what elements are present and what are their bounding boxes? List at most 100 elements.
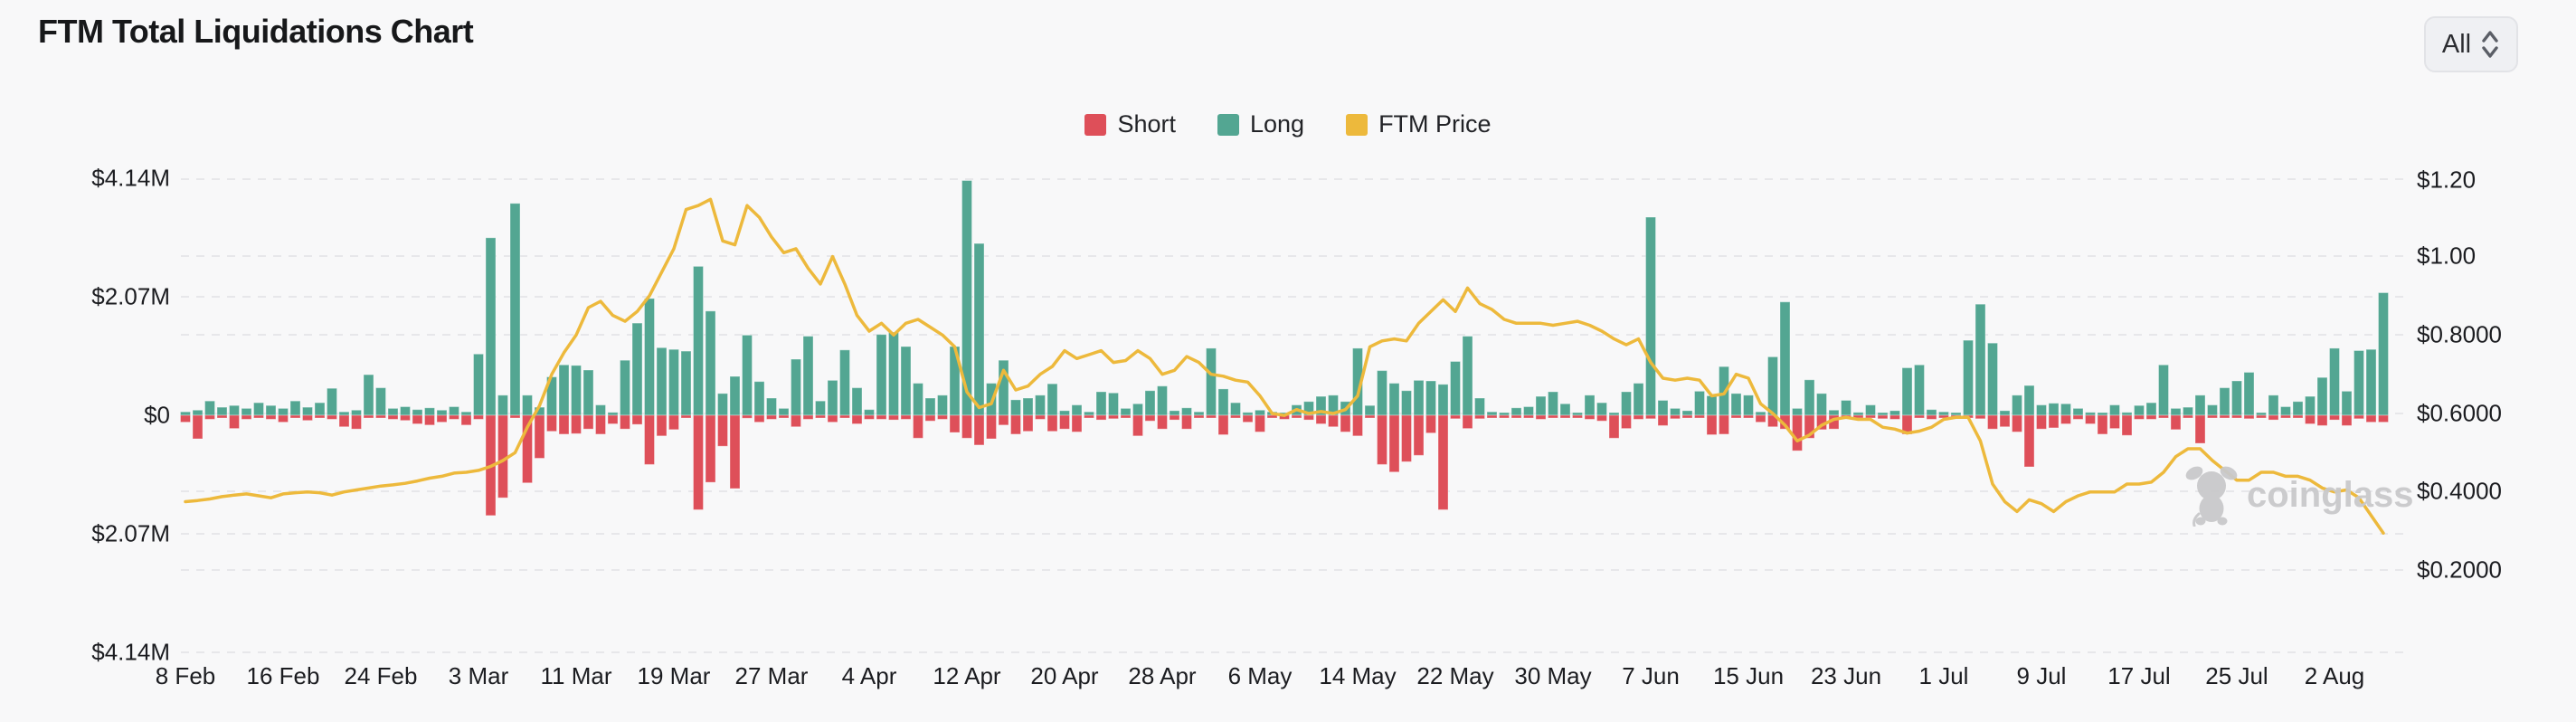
long-bar[interactable] bbox=[387, 407, 399, 416]
short-bar[interactable] bbox=[668, 414, 679, 431]
long-bar[interactable] bbox=[753, 381, 765, 416]
long-bar[interactable] bbox=[1169, 410, 1180, 416]
long-bar[interactable] bbox=[1584, 394, 1596, 416]
long-bar[interactable] bbox=[1401, 390, 1412, 416]
long-bar[interactable] bbox=[192, 409, 204, 416]
long-bar[interactable] bbox=[1645, 216, 1656, 416]
short-bar[interactable] bbox=[693, 414, 704, 510]
short-bar[interactable] bbox=[1095, 414, 1107, 421]
long-bar[interactable] bbox=[2170, 407, 2182, 416]
long-bar[interactable] bbox=[1681, 410, 1693, 416]
short-bar[interactable] bbox=[1548, 414, 1558, 419]
short-bar[interactable] bbox=[815, 414, 826, 419]
short-bar[interactable] bbox=[1364, 414, 1376, 419]
long-bar[interactable] bbox=[1841, 400, 1852, 416]
short-bar[interactable] bbox=[558, 414, 570, 435]
long-bar[interactable] bbox=[1596, 402, 1607, 416]
long-bar[interactable] bbox=[289, 400, 301, 416]
short-bar[interactable] bbox=[1255, 414, 1265, 432]
long-bar[interactable] bbox=[656, 347, 668, 416]
short-bar[interactable] bbox=[900, 414, 912, 420]
long-bar[interactable] bbox=[1388, 383, 1400, 416]
short-bar[interactable] bbox=[2280, 414, 2291, 419]
short-bar[interactable] bbox=[913, 414, 923, 439]
short-bar[interactable] bbox=[1230, 414, 1241, 419]
long-bar[interactable] bbox=[1144, 390, 1156, 416]
long-bar[interactable] bbox=[1816, 393, 1827, 416]
short-bar[interactable] bbox=[1108, 414, 1119, 420]
long-bar[interactable] bbox=[1804, 379, 1815, 416]
long-bar[interactable] bbox=[1987, 342, 1998, 416]
long-bar[interactable] bbox=[876, 334, 887, 416]
long-bar[interactable] bbox=[509, 203, 521, 416]
long-bar[interactable] bbox=[1963, 339, 1974, 416]
short-bar[interactable] bbox=[1523, 414, 1534, 419]
long-bar[interactable] bbox=[2072, 407, 2084, 416]
short-bar[interactable] bbox=[363, 414, 374, 419]
long-bar[interactable] bbox=[1193, 411, 1205, 416]
short-bar[interactable] bbox=[1559, 414, 1571, 419]
short-bar[interactable] bbox=[864, 414, 875, 420]
long-bar[interactable] bbox=[1901, 367, 1913, 416]
long-bar[interactable] bbox=[2341, 390, 2353, 416]
long-bar[interactable] bbox=[1926, 409, 1937, 416]
long-bar[interactable] bbox=[1975, 303, 1986, 416]
short-bar[interactable] bbox=[1377, 414, 1387, 465]
long-bar[interactable] bbox=[2329, 347, 2340, 416]
long-bar[interactable] bbox=[839, 349, 850, 416]
short-bar[interactable] bbox=[473, 414, 484, 420]
long-bar[interactable] bbox=[424, 407, 435, 416]
long-bar[interactable] bbox=[2109, 404, 2120, 416]
long-bar[interactable] bbox=[1535, 395, 1547, 416]
long-bar[interactable] bbox=[2365, 348, 2377, 416]
short-bar[interactable] bbox=[876, 414, 887, 420]
short-bar[interactable] bbox=[1670, 414, 1681, 420]
long-bar[interactable] bbox=[1120, 407, 1132, 416]
short-bar[interactable] bbox=[327, 414, 337, 420]
short-bar[interactable] bbox=[949, 414, 961, 433]
short-bar[interactable] bbox=[888, 414, 899, 421]
long-bar[interactable] bbox=[1364, 404, 1376, 416]
long-bar[interactable] bbox=[460, 411, 472, 416]
long-bar[interactable] bbox=[1157, 385, 1168, 416]
short-bar[interactable] bbox=[278, 414, 289, 423]
long-bar[interactable] bbox=[1792, 407, 1803, 416]
short-bar[interactable] bbox=[1999, 414, 2011, 428]
long-bar[interactable] bbox=[400, 406, 411, 416]
short-bar[interactable] bbox=[2231, 414, 2242, 419]
short-bar[interactable] bbox=[2194, 414, 2206, 444]
short-bar[interactable] bbox=[1804, 414, 1815, 439]
long-bar[interactable] bbox=[2378, 292, 2389, 416]
long-bar[interactable] bbox=[705, 310, 716, 416]
short-bar[interactable] bbox=[375, 414, 386, 419]
long-bar[interactable] bbox=[216, 406, 228, 416]
long-bar[interactable] bbox=[644, 298, 655, 416]
long-bar[interactable] bbox=[1206, 347, 1217, 416]
long-bar[interactable] bbox=[1828, 409, 1840, 416]
long-bar[interactable] bbox=[558, 364, 570, 416]
long-bar[interactable] bbox=[729, 375, 741, 416]
long-bar[interactable] bbox=[1743, 394, 1754, 416]
short-bar[interactable] bbox=[1388, 414, 1400, 473]
short-bar[interactable] bbox=[1071, 414, 1083, 432]
long-bar[interactable] bbox=[680, 350, 692, 416]
long-bar[interactable] bbox=[2219, 387, 2230, 416]
short-bar[interactable] bbox=[1706, 414, 1718, 435]
short-bar[interactable] bbox=[1926, 414, 1937, 420]
short-bar[interactable] bbox=[1681, 414, 1693, 419]
short-bar[interactable] bbox=[2097, 414, 2108, 435]
short-bar[interactable] bbox=[1340, 414, 1351, 432]
short-bar[interactable] bbox=[571, 414, 582, 434]
long-bar[interactable] bbox=[1059, 410, 1070, 416]
long-bar[interactable] bbox=[582, 369, 594, 416]
short-bar[interactable] bbox=[509, 414, 521, 419]
short-bar[interactable] bbox=[1084, 414, 1094, 419]
long-bar[interactable] bbox=[2305, 395, 2316, 416]
long-bar[interactable] bbox=[571, 365, 582, 416]
long-bar[interactable] bbox=[815, 400, 826, 416]
short-bar[interactable] bbox=[1303, 414, 1314, 421]
long-bar[interactable] bbox=[742, 334, 753, 416]
long-bar[interactable] bbox=[1657, 400, 1669, 416]
